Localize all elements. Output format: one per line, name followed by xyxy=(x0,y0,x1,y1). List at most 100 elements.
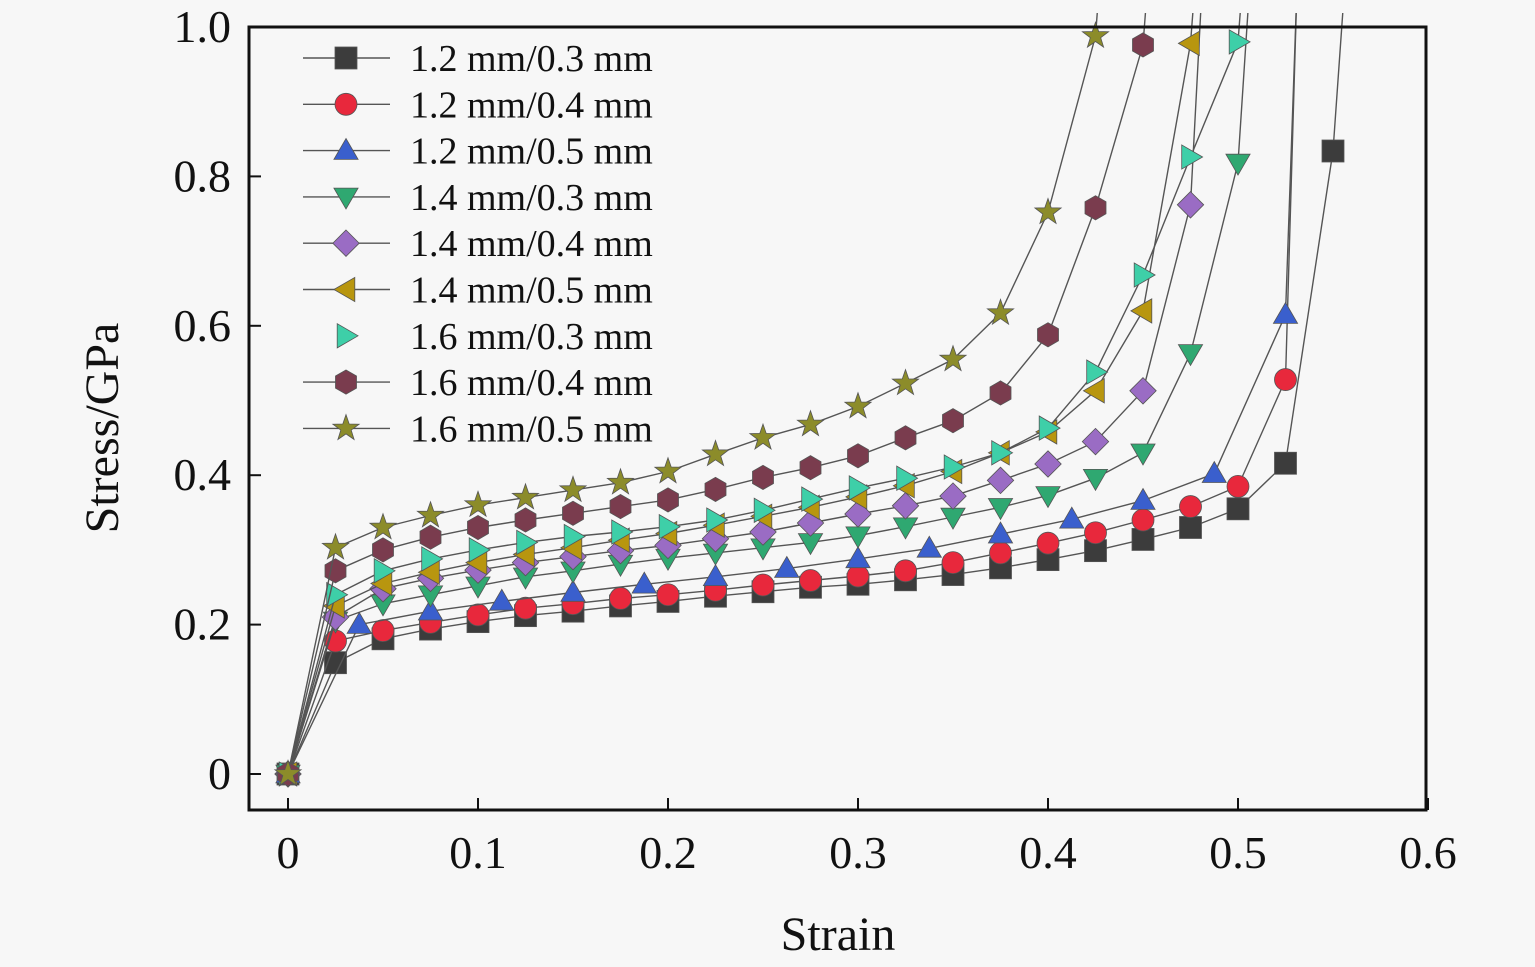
x-tick-label: 0.2 xyxy=(639,827,697,878)
data-point xyxy=(1129,377,1157,405)
data-point xyxy=(894,425,917,451)
data-point xyxy=(989,541,1012,565)
data-point xyxy=(1179,495,1202,518)
data-point xyxy=(1133,262,1156,288)
legend-marker-icon xyxy=(334,46,358,70)
x-tick-label: 0.5 xyxy=(1209,827,1267,878)
data-point xyxy=(511,482,540,510)
data-point xyxy=(468,537,491,563)
data-point xyxy=(373,558,396,584)
data-point xyxy=(1130,443,1156,466)
series-1-2-mm-0-5-mm xyxy=(275,13,1299,784)
data-point xyxy=(1176,191,1205,219)
legend-item: 1.6 mm/0.3 mm xyxy=(336,316,653,358)
legend-marker-icon xyxy=(333,137,359,160)
data-point xyxy=(1081,427,1110,456)
data-point xyxy=(467,514,489,541)
legend-label: 1.6 mm/0.5 mm xyxy=(410,408,653,450)
data-point xyxy=(1226,497,1250,521)
data-point xyxy=(801,486,824,512)
data-point xyxy=(1274,368,1297,391)
data-point xyxy=(704,476,727,502)
x-axis-title: Strain xyxy=(781,908,896,961)
data-point xyxy=(1034,450,1062,478)
legend-marker-icon xyxy=(332,229,360,257)
data-point xyxy=(1132,32,1154,58)
data-point xyxy=(848,475,871,501)
x-tick-label: 0.1 xyxy=(449,827,507,878)
data-point xyxy=(702,563,729,586)
data-point xyxy=(991,440,1014,466)
data-point xyxy=(1037,322,1059,348)
data-point xyxy=(609,494,632,520)
legend-label: 1.4 mm/0.4 mm xyxy=(410,223,653,265)
data-point xyxy=(514,596,537,620)
data-point xyxy=(1131,508,1155,532)
data-point xyxy=(1059,506,1085,529)
data-point xyxy=(421,546,444,572)
data-point xyxy=(938,344,968,372)
data-point xyxy=(1084,521,1107,545)
data-point xyxy=(846,564,870,588)
legend-label: 1.6 mm/0.4 mm xyxy=(410,362,653,404)
data-point xyxy=(891,368,920,396)
y-axis: 0 0.2 0.4 0.6 0.8 1.0 xyxy=(174,1,261,799)
x-tick-label: 0.6 xyxy=(1399,827,1457,878)
data-point xyxy=(986,298,1015,326)
y-tick-label: 0.8 xyxy=(174,150,232,201)
data-point xyxy=(1036,531,1060,555)
data-point xyxy=(1082,378,1105,404)
legend-label: 1.4 mm/0.5 mm xyxy=(410,270,653,312)
data-point xyxy=(558,475,588,503)
data-point xyxy=(1272,301,1299,324)
data-point xyxy=(1181,144,1204,170)
legend-label: 1.4 mm/0.3 mm xyxy=(410,177,653,219)
data-point xyxy=(942,408,964,434)
data-point xyxy=(657,487,679,513)
data-point xyxy=(1228,29,1251,55)
data-point xyxy=(514,507,537,533)
data-point xyxy=(560,579,586,602)
data-point xyxy=(987,521,1014,544)
legend-marker-icon xyxy=(336,323,359,349)
data-point xyxy=(753,497,776,524)
data-point xyxy=(896,465,919,491)
x-tick-label: 0.4 xyxy=(1019,827,1077,878)
data-point xyxy=(653,456,683,484)
series-1-6-mm-0-4-mm xyxy=(277,13,1154,787)
legend: 1.2 mm/0.3 mm1.2 mm/0.4 mm1.2 mm/0.5 mm1… xyxy=(303,38,653,450)
data-point xyxy=(631,571,658,594)
data-point xyxy=(609,587,632,610)
data-point xyxy=(466,603,490,627)
data-point xyxy=(324,558,347,584)
legend-item: 1.4 mm/0.5 mm xyxy=(303,270,653,312)
data-point xyxy=(1226,475,1250,498)
x-tick-label: 0.3 xyxy=(829,827,887,878)
data-point xyxy=(916,535,943,558)
y-tick-label: 0.4 xyxy=(174,449,232,500)
data-point xyxy=(1131,528,1155,551)
data-point xyxy=(1035,486,1061,509)
data-point xyxy=(891,492,920,520)
data-point xyxy=(1082,468,1109,492)
data-point xyxy=(986,466,1015,495)
data-point xyxy=(1225,153,1251,176)
data-point xyxy=(752,464,774,490)
data-point xyxy=(463,490,493,518)
y-tick-label: 0 xyxy=(208,748,231,799)
series-1-4-mm-0-4-mm xyxy=(274,13,1205,788)
data-point xyxy=(773,555,800,578)
data-point xyxy=(1179,516,1202,539)
legend-item: 1.4 mm/0.3 mm xyxy=(303,177,653,219)
data-point xyxy=(845,546,871,569)
data-point xyxy=(368,512,398,540)
data-point xyxy=(939,482,967,510)
data-point xyxy=(751,573,775,597)
data-point xyxy=(1274,451,1297,475)
data-point xyxy=(987,498,1014,521)
x-tick-label: 0 xyxy=(277,827,300,878)
legend-item: 1.2 mm/0.4 mm xyxy=(303,84,653,126)
data-point xyxy=(371,619,395,642)
data-point xyxy=(1321,139,1345,163)
